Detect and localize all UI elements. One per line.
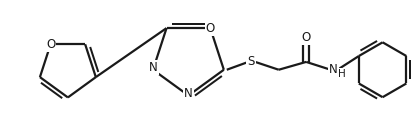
Text: N: N	[329, 63, 338, 76]
Text: H: H	[338, 69, 345, 79]
Text: O: O	[206, 22, 215, 35]
Text: S: S	[247, 55, 255, 68]
Text: O: O	[301, 31, 311, 44]
Text: O: O	[46, 38, 55, 51]
Text: N: N	[184, 87, 193, 100]
Text: N: N	[149, 61, 158, 74]
